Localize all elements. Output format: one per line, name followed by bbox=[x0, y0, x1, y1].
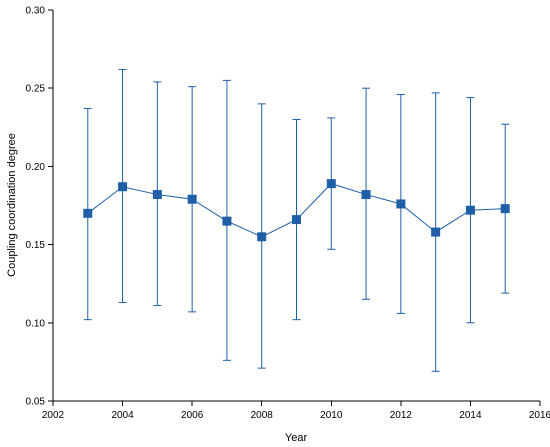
x-tick-label: 2016 bbox=[529, 410, 550, 421]
data-point-marker bbox=[152, 190, 162, 200]
y-tick-label: 0.30 bbox=[26, 6, 46, 17]
x-tick-label: 2004 bbox=[111, 410, 134, 421]
y-tick-label: 0.10 bbox=[26, 318, 46, 329]
data-point-marker bbox=[292, 215, 301, 225]
y-tick-label: 0.20 bbox=[26, 162, 46, 173]
data-point-marker bbox=[187, 194, 197, 204]
data-point-marker bbox=[222, 216, 232, 226]
x-tick-label: 2008 bbox=[251, 410, 274, 421]
data-point-marker bbox=[361, 190, 371, 200]
y-tick-label: 0.15 bbox=[26, 240, 46, 251]
y-tick-label: 0.05 bbox=[26, 397, 46, 408]
data-point-marker bbox=[118, 182, 128, 192]
x-tick-label: 2002 bbox=[42, 410, 65, 421]
data-point-marker bbox=[431, 227, 441, 237]
data-point-marker bbox=[83, 208, 93, 218]
x-tick-label: 2012 bbox=[390, 410, 413, 421]
plot-area: 0.050.100.150.200.250.30 2002 2004 2006 200… bbox=[26, 6, 550, 422]
x-axis-ticks: 2002 2004 2006 2008 2010 2012 2014 2016 bbox=[42, 401, 550, 421]
x-tick-label: 2006 bbox=[181, 410, 204, 421]
data-point-marker bbox=[257, 232, 267, 242]
y-tick-label: 0.25 bbox=[26, 84, 46, 95]
x-axis-title: Year bbox=[285, 432, 308, 444]
data-markers bbox=[83, 179, 510, 242]
x-tick-label: 2010 bbox=[320, 410, 343, 421]
y-axis-title: Coupling coordination degree bbox=[6, 133, 18, 277]
y-axis-ticks: 0.05 0.10 0.15 0.20 0.25 0.30 bbox=[26, 6, 53, 408]
data-point-marker bbox=[500, 204, 510, 214]
data-point-marker bbox=[326, 179, 336, 189]
x-tick-label: 2014 bbox=[459, 410, 482, 421]
data-point-marker bbox=[396, 199, 406, 209]
data-point-marker bbox=[465, 205, 475, 215]
